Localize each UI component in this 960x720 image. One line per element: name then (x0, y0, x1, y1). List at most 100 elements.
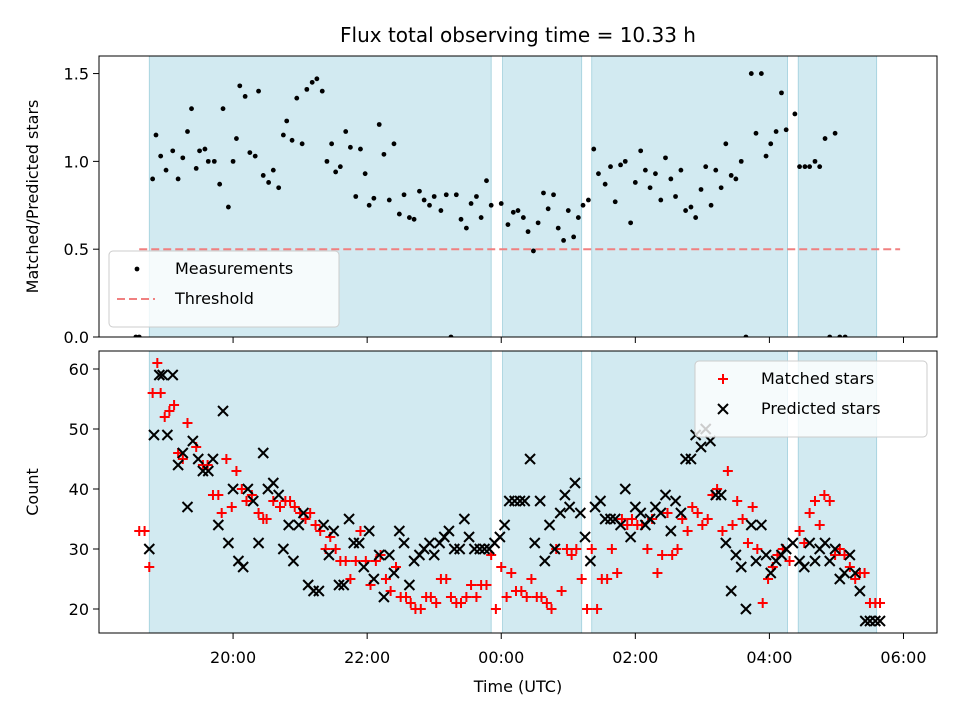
data-point (757, 598, 768, 608)
data-point (526, 574, 537, 584)
data-point (536, 592, 547, 602)
data-point (189, 106, 194, 112)
data-point (488, 202, 494, 208)
data-point (474, 194, 479, 199)
legend-label: Threshold (174, 289, 254, 308)
data-point (293, 519, 305, 531)
data-point (516, 586, 527, 596)
ratio-legend: Measurements Threshold (108, 250, 340, 328)
count-panel: 20 30 40 50 60 20:00 22:00 00:00 02:00 04:00 06:0… (23, 350, 938, 667)
observing-window (148, 350, 492, 634)
ratio-y-axis-label: Matched/Predicted stars (23, 100, 42, 294)
data-point (655, 507, 667, 519)
data-point (745, 519, 758, 531)
data-point (207, 453, 219, 465)
data-point (531, 248, 536, 254)
data-point (753, 130, 759, 136)
data-point (167, 369, 179, 381)
data-point (415, 604, 426, 614)
data-point (585, 197, 591, 203)
legend-label: Matched stars (761, 369, 874, 388)
data-point (874, 615, 886, 627)
data-point (541, 598, 552, 608)
data-point (373, 549, 385, 561)
data-point (213, 490, 224, 500)
data-point (604, 513, 617, 525)
data-point (658, 197, 664, 203)
data-point (549, 543, 561, 555)
data-point (498, 201, 504, 206)
data-point (773, 129, 779, 134)
data-point (779, 90, 784, 96)
observing-window (591, 55, 788, 338)
data-point (799, 538, 810, 548)
data-point (247, 150, 253, 155)
data-point (287, 555, 300, 567)
data-point (571, 544, 582, 554)
data-point (534, 495, 546, 507)
data-point (561, 238, 566, 243)
data-point (283, 519, 295, 531)
data-point (586, 544, 597, 554)
x-tick-label: 02:00 (612, 648, 658, 667)
data-point (385, 586, 396, 596)
data-point (659, 489, 672, 501)
data-point (496, 562, 507, 572)
data-point (685, 453, 697, 465)
legend-marker (717, 403, 729, 415)
data-point (614, 519, 627, 531)
data-point (478, 543, 491, 555)
data-point (525, 229, 531, 235)
data-point (153, 369, 166, 381)
data-point (634, 507, 647, 519)
data-point (358, 561, 370, 573)
data-point (838, 567, 851, 579)
data-point (136, 334, 142, 337)
data-point (628, 220, 634, 226)
data-point (152, 358, 163, 368)
data-point (386, 197, 392, 203)
data-point (297, 507, 310, 519)
data-point (236, 484, 247, 494)
data-point (474, 543, 486, 555)
data-point (276, 185, 282, 191)
data-point (253, 508, 264, 518)
count-y-axis: 20 30 40 50 60 (69, 360, 99, 619)
data-point (153, 132, 159, 138)
data-point (556, 586, 567, 596)
data-point (309, 79, 315, 85)
data-point (393, 525, 406, 537)
data-point (272, 489, 285, 501)
data-point (798, 561, 810, 573)
data-point (580, 202, 586, 208)
data-point (554, 507, 566, 519)
data-point (411, 216, 417, 222)
data-point (632, 180, 638, 185)
data-point (809, 496, 820, 506)
data-point (471, 592, 482, 602)
data-point (421, 197, 427, 203)
data-point (692, 508, 703, 518)
data-point (622, 520, 633, 530)
data-point (505, 222, 511, 228)
legend-label: Predicted stars (761, 399, 881, 418)
data-point (490, 604, 501, 614)
data-point (546, 604, 557, 614)
data-point (353, 537, 365, 549)
data-point (830, 550, 841, 560)
data-point (368, 573, 380, 585)
data-point (718, 185, 724, 191)
data-point (242, 93, 248, 99)
data-point (829, 543, 841, 555)
data-point (765, 567, 777, 579)
data-point (205, 158, 211, 164)
data-point (722, 466, 733, 476)
data-point (241, 496, 252, 506)
data-point (285, 496, 296, 506)
data-point (324, 158, 330, 164)
data-point (340, 556, 351, 566)
data-point (612, 568, 623, 578)
data-point (280, 132, 286, 138)
data-point (466, 580, 477, 590)
data-point (192, 453, 204, 465)
